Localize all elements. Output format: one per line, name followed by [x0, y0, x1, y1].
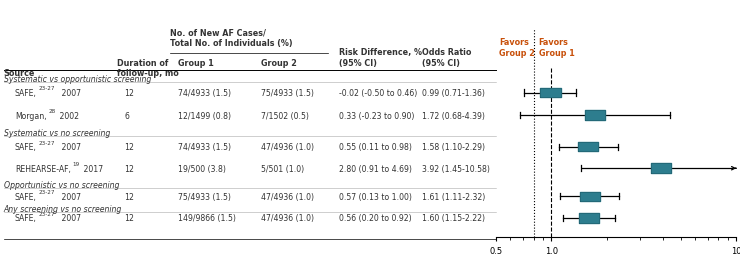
- Text: 23-27: 23-27: [39, 86, 56, 91]
- Text: SAFE,: SAFE,: [15, 214, 37, 223]
- Text: 2007: 2007: [59, 192, 81, 201]
- Text: Opportunistic vs no screening: Opportunistic vs no screening: [4, 180, 119, 189]
- Text: 12: 12: [124, 142, 134, 151]
- Text: 3.92 (1.45-10.58): 3.92 (1.45-10.58): [422, 164, 490, 173]
- Text: SAFE,: SAFE,: [15, 192, 37, 201]
- Text: Systematic vs opportunistic screening: Systematic vs opportunistic screening: [4, 75, 151, 84]
- Text: 47/4936 (1.0): 47/4936 (1.0): [261, 142, 314, 151]
- Text: 2007: 2007: [59, 214, 81, 223]
- Text: REHEARSE-AF,: REHEARSE-AF,: [15, 164, 71, 173]
- Text: 2002: 2002: [57, 111, 78, 120]
- Text: 75/4933 (1.5): 75/4933 (1.5): [178, 192, 230, 201]
- Text: 28: 28: [49, 109, 56, 114]
- Text: Systematic vs no screening: Systematic vs no screening: [4, 129, 110, 137]
- Text: Morgan,: Morgan,: [15, 111, 47, 120]
- Text: Group 1: Group 1: [178, 58, 213, 67]
- Text: 1.61 (1.11-2.32): 1.61 (1.11-2.32): [422, 192, 485, 201]
- Text: Duration of
follow-up, mo: Duration of follow-up, mo: [117, 58, 178, 78]
- Text: Group 2: Group 2: [261, 58, 297, 67]
- Text: 12: 12: [124, 214, 134, 223]
- Text: 12/1499 (0.8): 12/1499 (0.8): [178, 111, 231, 120]
- Text: 5/501 (1.0): 5/501 (1.0): [261, 164, 304, 173]
- Text: Risk Difference, %
(95% CI): Risk Difference, % (95% CI): [339, 48, 422, 68]
- Text: 74/4933 (1.5): 74/4933 (1.5): [178, 89, 231, 98]
- Text: 12: 12: [124, 89, 134, 98]
- Text: SAFE,: SAFE,: [15, 142, 37, 151]
- Text: 23-27: 23-27: [39, 211, 56, 216]
- Text: 12: 12: [124, 164, 134, 173]
- Text: Any screening vs no screening: Any screening vs no screening: [4, 204, 122, 213]
- Text: 23-27: 23-27: [39, 140, 56, 145]
- Text: 74/4933 (1.5): 74/4933 (1.5): [178, 142, 231, 151]
- Text: 0.56 (0.20 to 0.92): 0.56 (0.20 to 0.92): [339, 214, 411, 223]
- Text: 19: 19: [73, 162, 80, 166]
- Text: 12: 12: [124, 192, 134, 201]
- Text: 2.80 (0.91 to 4.69): 2.80 (0.91 to 4.69): [339, 164, 411, 173]
- Text: -0.02 (-0.50 to 0.46): -0.02 (-0.50 to 0.46): [339, 89, 417, 98]
- Text: 47/4936 (1.0): 47/4936 (1.0): [261, 214, 314, 223]
- Text: 1.60 (1.15-2.22): 1.60 (1.15-2.22): [422, 214, 485, 223]
- Text: No. of New AF Cases/
Total No. of Individuals (%): No. of New AF Cases/ Total No. of Indivi…: [170, 28, 293, 47]
- Text: 149/9866 (1.5): 149/9866 (1.5): [178, 214, 235, 223]
- Text: 7/1502 (0.5): 7/1502 (0.5): [261, 111, 309, 120]
- Text: 2017: 2017: [81, 164, 103, 173]
- Text: 0.57 (0.13 to 1.00): 0.57 (0.13 to 1.00): [339, 192, 411, 201]
- Text: SAFE,: SAFE,: [15, 89, 37, 98]
- Text: 6: 6: [124, 111, 130, 120]
- Text: Favors
Group 1: Favors Group 1: [539, 38, 574, 58]
- Text: 1.58 (1.10-2.29): 1.58 (1.10-2.29): [422, 142, 485, 151]
- Text: 47/4936 (1.0): 47/4936 (1.0): [261, 192, 314, 201]
- Text: 0.33 (-0.23 to 0.90): 0.33 (-0.23 to 0.90): [339, 111, 414, 120]
- Text: 2007: 2007: [59, 142, 81, 151]
- Text: Favors
Group 2: Favors Group 2: [499, 38, 534, 58]
- Text: 75/4933 (1.5): 75/4933 (1.5): [261, 89, 314, 98]
- Text: 1.72 (0.68-4.39): 1.72 (0.68-4.39): [422, 111, 485, 120]
- Text: Odds Ratio
(95% CI): Odds Ratio (95% CI): [422, 48, 471, 68]
- Text: Source: Source: [4, 69, 35, 77]
- Text: 0.55 (0.11 to 0.98): 0.55 (0.11 to 0.98): [339, 142, 411, 151]
- Text: 0.99 (0.71-1.36): 0.99 (0.71-1.36): [422, 89, 485, 98]
- Text: 19/500 (3.8): 19/500 (3.8): [178, 164, 226, 173]
- Text: 2007: 2007: [59, 89, 81, 98]
- Text: 23-27: 23-27: [39, 189, 56, 195]
